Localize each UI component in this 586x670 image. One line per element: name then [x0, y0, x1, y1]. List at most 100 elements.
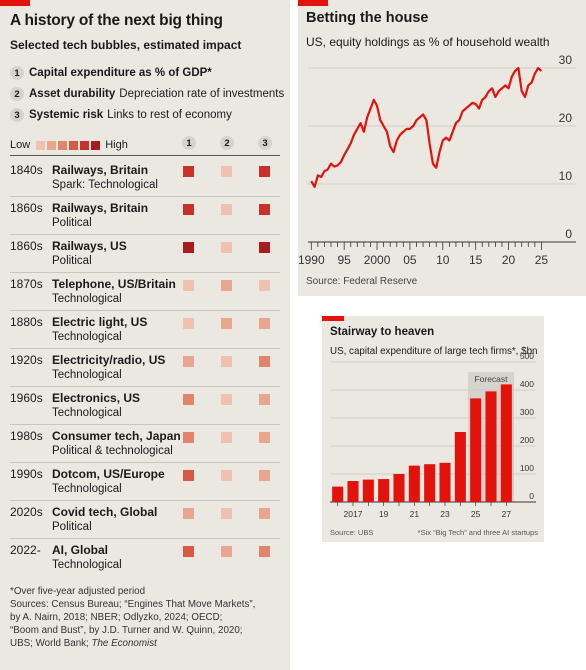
- rating-cell-1: [183, 394, 194, 405]
- row-spark: Technological: [52, 331, 122, 343]
- bar-2020: [393, 474, 405, 502]
- row-name: Railways, Britain: [52, 163, 149, 177]
- row-decade: 1840s: [10, 163, 43, 177]
- legend-number: 1: [10, 66, 24, 80]
- row-spark: Technological: [52, 559, 122, 571]
- scale-swatch: [69, 140, 79, 150]
- y-tick-label: 30: [559, 53, 573, 67]
- chart-source: Source: UBS: [330, 528, 374, 537]
- rating-cell-2: [221, 318, 232, 329]
- legend-item-2: 2 Asset durability Depreciation rate of …: [10, 87, 284, 101]
- rating-cell-3: [259, 280, 270, 291]
- y-tick-label: 10: [559, 169, 573, 183]
- table-row: 1990s Dotcom, US/Europe Technological: [10, 462, 280, 500]
- rating-cell-2: [221, 546, 232, 557]
- row-spark: Political: [52, 217, 92, 229]
- bar-2024: [454, 432, 466, 502]
- row-name: Railways, US: [52, 239, 127, 253]
- rating-cell-3: [259, 470, 270, 481]
- x-tick-label: 2000: [364, 253, 391, 267]
- x-tick-label: 1990: [298, 253, 325, 267]
- sources-publication: The Economist: [91, 638, 157, 649]
- row-spark: Spark: Technological: [52, 179, 158, 191]
- chart-title: Betting the house: [306, 10, 429, 26]
- bar-2022: [424, 464, 436, 502]
- capex-bar-chart: Forecast 0 100 200 300 400 500 2017 19 21 23 25 27: [330, 351, 536, 519]
- row-name: AI, Global: [52, 543, 109, 557]
- rating-cell-2: [221, 356, 232, 367]
- rating-cell-1: [183, 470, 194, 481]
- table-row: 1920s Electricity/radio, US Technological: [10, 348, 280, 386]
- sources-line: “Boom and Bust”, by J.D. Turner and W. Q…: [10, 625, 243, 636]
- chart-title: Stairway to heaven: [330, 326, 435, 338]
- scale-swatch: [80, 140, 90, 150]
- row-divider: [10, 538, 280, 539]
- y-tick-label: 100: [520, 463, 534, 473]
- rating-cell-3: [259, 356, 270, 367]
- row-spark: Political: [52, 521, 92, 533]
- legend-key: Systemic risk: [29, 109, 104, 121]
- bar-2021: [408, 465, 420, 502]
- table-row: 1980s Consumer tech, Japan Political & tec…: [10, 424, 280, 462]
- forecast-label: Forecast: [474, 374, 508, 384]
- chart-footnote: *Six “Big Tech” and three AI startups: [417, 528, 538, 537]
- x-tick-label: 23: [440, 509, 450, 519]
- bar-2018: [362, 479, 374, 502]
- table-row: 1860s Railways, Britain Political: [10, 196, 280, 234]
- row-divider: [10, 310, 280, 311]
- footnote: *Over five-year adjusted period: [10, 586, 146, 597]
- rating-cell-3: [259, 432, 270, 443]
- x-tick-label: 10: [436, 253, 450, 267]
- scale-swatch: [58, 140, 68, 150]
- bar-2016: [332, 486, 344, 502]
- rating-cell-2: [221, 432, 232, 443]
- rating-cell-2: [221, 204, 232, 215]
- table-row: 1860s Railways, US Political: [10, 234, 280, 272]
- row-spark: Technological: [52, 483, 122, 495]
- row-decade: 1990s: [10, 467, 43, 481]
- row-spark: Political: [52, 255, 92, 267]
- rating-cell-3: [259, 546, 270, 557]
- y-tick-label: 500: [520, 351, 534, 361]
- rating-cell-3: [259, 508, 270, 519]
- row-name: Consumer tech, Japan: [52, 429, 181, 443]
- bubbles-table-panel: A history of the next big thing Selected…: [0, 0, 290, 670]
- row-divider: [10, 348, 280, 349]
- sources-last-line: UBS; World Bank;: [10, 638, 92, 649]
- bar-2017: [347, 481, 359, 502]
- x-tick-label: 95: [337, 253, 351, 267]
- row-spark: Political & technological: [52, 445, 173, 457]
- rating-cell-1: [183, 508, 194, 519]
- table-row: 1880s Electric light, US Technological: [10, 310, 280, 348]
- x-tick-label: 21: [410, 509, 420, 519]
- legend-item-3: 3 Systemic risk Links to rest of economy: [10, 108, 232, 122]
- header-rule: [10, 155, 280, 156]
- legend-desc: Depreciation rate of investments: [119, 88, 285, 100]
- column-head-1: 1: [182, 136, 196, 150]
- legend-desc: Links to rest of economy: [107, 109, 232, 121]
- row-spark: Technological: [52, 407, 122, 419]
- row-divider: [10, 272, 280, 273]
- rating-cell-3: [259, 204, 270, 215]
- table-subtitle: Selected tech bubbles, estimated impact: [10, 38, 242, 52]
- row-name: Railways, Britain: [52, 201, 149, 215]
- row-decade: 1880s: [10, 315, 43, 329]
- row-decade: 2020s: [10, 505, 43, 519]
- rating-cell-1: [183, 546, 194, 557]
- rating-cell-1: [183, 280, 194, 291]
- rating-cell-2: [221, 470, 232, 481]
- x-tick-label: 27: [502, 509, 512, 519]
- row-divider: [10, 386, 280, 387]
- scale-swatch: [47, 140, 57, 150]
- sources-line: UBS; World Bank; The Economist: [10, 637, 255, 650]
- row-decade: 1980s: [10, 429, 43, 443]
- rating-cell-3: [259, 318, 270, 329]
- bar-2023: [439, 462, 451, 502]
- legend-key: Capital expenditure as % of GDP*: [29, 67, 212, 79]
- legend-number: 2: [10, 87, 24, 101]
- x-tick-label: 15: [469, 253, 483, 267]
- notes: *Over five-year adjusted period Sources:…: [10, 585, 255, 650]
- column-head-3: 3: [258, 136, 272, 150]
- row-decade: 1860s: [10, 201, 43, 215]
- chart-subtitle: US, equity holdings as % of household we…: [306, 35, 550, 49]
